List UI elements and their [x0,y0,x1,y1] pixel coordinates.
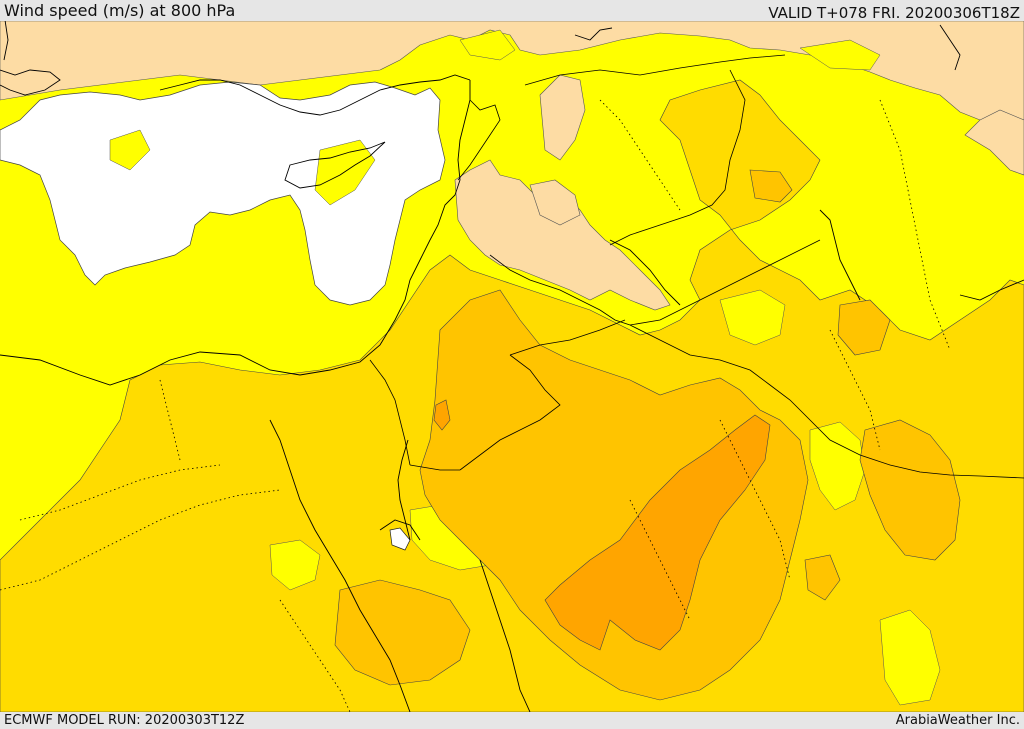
wind-band-yellow-pocket [109,129,151,171]
wind-band-yellow-pocket [314,139,376,206]
wind-band-yellow-pocket [809,421,866,511]
wind-band-orange [544,414,771,651]
country-borders [369,54,1024,479]
wind-band-orange-patch [433,399,451,431]
wind-band-peach-levant [454,159,671,311]
wind-band-peach-patch [529,179,581,226]
wind-band-peach-north [0,21,1024,151]
header-bar [0,0,1024,21]
map-title: Wind speed (m/s) at 800 hPa [4,1,236,20]
credit-label: ArabiaWeather Inc. [895,713,1020,728]
wind-band-amber-patch [804,554,841,601]
wind-band-amber [419,289,809,701]
wind-band-peach-patch [964,109,1024,176]
wind-band-yellow-pocket [459,29,516,61]
model-run-label: ECMWF MODEL RUN: 20200303T12Z [4,713,245,728]
wind-band-amber-patch [837,299,891,356]
wind-speed-map [0,21,1024,712]
wind-band-yellow-pocket [719,289,786,346]
wind-band-yellow-pocket [799,39,881,71]
wind-band-amber-patch [749,169,793,203]
wind-band-amber-east [859,419,961,561]
wind-band-amber-west [334,579,471,686]
wind-band-yellow-pocket [269,539,321,591]
admin-boundaries [0,99,951,712]
valid-time-label: VALID T+078 FRI. 20200306T18Z [768,4,1020,22]
coastlines [0,21,1024,712]
wind-band-white-mediterranean [0,81,446,306]
map-canvas [0,21,1024,712]
footer-bar [0,712,1024,729]
wind-band-peach-patch [539,74,586,161]
water-body [389,527,411,551]
wind-band-yellow-pocket [879,609,941,706]
